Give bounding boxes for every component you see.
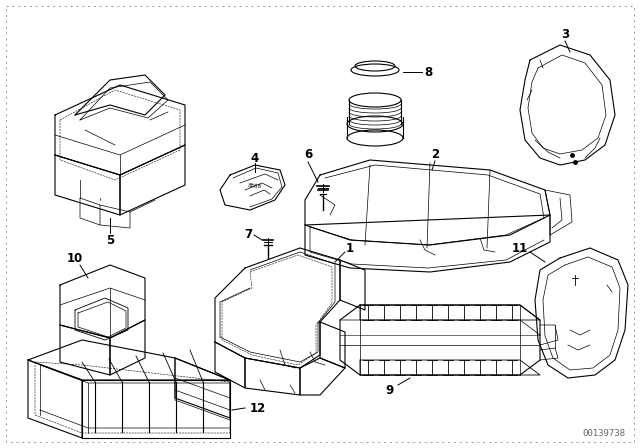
Text: 3: 3 [561,29,569,42]
Text: 6: 6 [304,148,312,161]
Text: 5: 5 [106,233,114,246]
Text: 10: 10 [67,251,83,264]
Text: 8: 8 [424,65,432,78]
Text: 1: 1 [346,241,354,254]
Text: 00139738: 00139738 [582,429,625,438]
Text: 4: 4 [251,151,259,164]
Text: 11: 11 [512,241,528,254]
Text: 7: 7 [244,228,252,241]
Text: 12: 12 [250,401,266,414]
Text: 8868: 8868 [248,183,262,189]
Text: 9: 9 [386,383,394,396]
Text: 2: 2 [431,148,439,161]
